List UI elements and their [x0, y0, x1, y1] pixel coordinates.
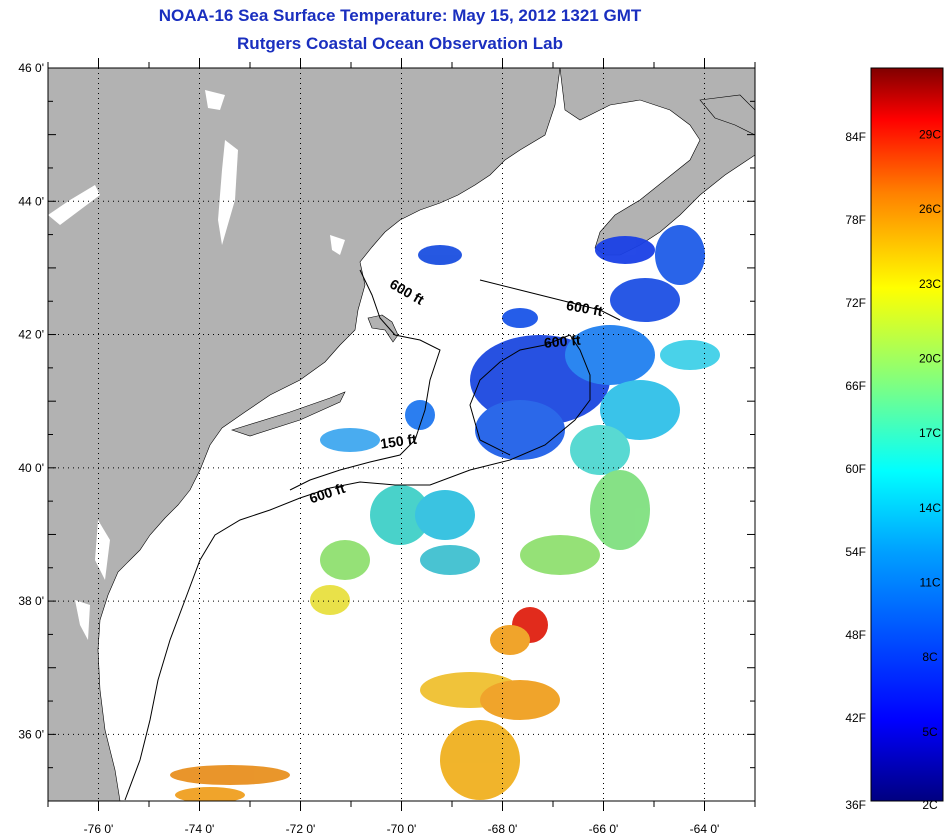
colorbar-c-label: 23C — [919, 277, 941, 291]
colorbar-c-label: 14C — [919, 501, 941, 515]
page-title: NOAA-16 Sea Surface Temperature: May 15,… — [158, 6, 642, 25]
colorbar-c-label: 5C — [922, 725, 938, 739]
colorbar-f-label: 78F — [845, 213, 866, 227]
colorbar-c-label: 2C — [922, 798, 938, 812]
colorbar-c-label: 8C — [922, 650, 938, 664]
contour-label: 600 ft — [565, 297, 604, 319]
colorbar-c-label: 29C — [919, 127, 941, 141]
colorbar-f-label: 36F — [845, 798, 866, 812]
colorbar-f-label: 42F — [845, 711, 866, 725]
lat-tick-label: 42 0' — [18, 328, 44, 342]
land — [48, 68, 755, 801]
contour-label: 600 ft — [543, 332, 581, 351]
page-subtitle: Rutgers Coastal Ocean Observation Lab — [237, 34, 563, 53]
lon-tick-label: -66 0' — [589, 822, 619, 836]
lon-tick-label: -72 0' — [286, 822, 316, 836]
colorbar-f-label: 66F — [845, 379, 866, 393]
colorbar — [870, 67, 944, 802]
colorbar-f-label: 60F — [845, 462, 866, 476]
colorbar-c-label: 17C — [919, 426, 941, 440]
colorbar-c-label: 20C — [919, 351, 941, 365]
lon-tick-label: -64 0' — [690, 822, 720, 836]
sst-patches — [170, 225, 720, 801]
lon-tick-label: -68 0' — [488, 822, 518, 836]
lat-tick-label: 44 0' — [18, 194, 44, 208]
lat-tick-label: 36 0' — [18, 727, 44, 741]
colorbar-f-label: 54F — [845, 545, 866, 559]
lon-tick-label: -70 0' — [387, 822, 417, 836]
lon-tick-label: -74 0' — [185, 822, 215, 836]
lat-tick-label: 38 0' — [18, 594, 44, 608]
colorbar-f-label: 48F — [845, 628, 866, 642]
colorbar-f-label: 84F — [845, 130, 866, 144]
lat-tick-label: 40 0' — [18, 461, 44, 475]
colorbar-labels: 84F 78F 72F 66F 60F 54F 48F 42F 36F 29C 26C 23C 20C 1… — [845, 127, 941, 812]
axis-ticks: 46 0' 44 0' 42 0' 40 0' 38 0' 36 0' -76 0' -74 … — [18, 58, 756, 836]
bathymetry-contours — [124, 269, 621, 801]
colorbar-f-label: 72F — [845, 296, 866, 310]
plot-area — [48, 68, 755, 801]
lon-tick-label: -76 0' — [84, 822, 114, 836]
contour-label: 150 ft — [379, 431, 418, 452]
colorbar-c-label: 11C — [919, 575, 940, 589]
inland-water — [48, 90, 345, 640]
colorbar-c-label: 26C — [919, 202, 941, 216]
lat-tick-label: 46 0' — [18, 61, 44, 75]
grid-lines — [48, 68, 755, 801]
